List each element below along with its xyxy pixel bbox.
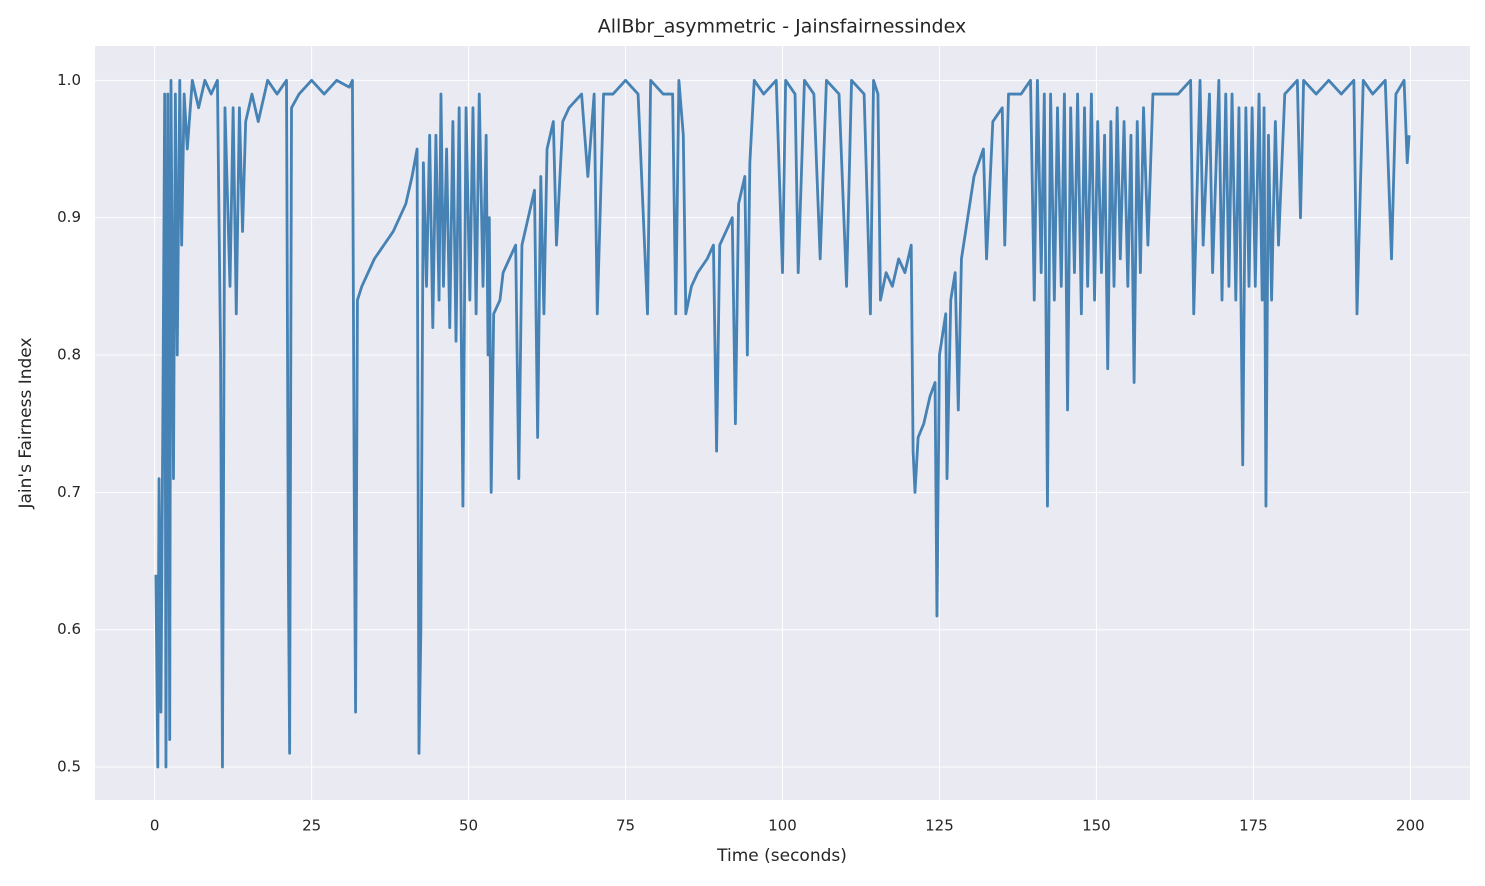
- x-tick-label: 50: [459, 817, 478, 835]
- x-tick-label: 125: [925, 817, 954, 835]
- x-tick-label: 100: [768, 817, 797, 835]
- x-tick-label: 200: [1396, 817, 1425, 835]
- x-tick-label: 150: [1082, 817, 1111, 835]
- x-tick-label: 175: [1239, 817, 1268, 835]
- y-tick-label: 0.7: [57, 483, 81, 501]
- y-tick-label: 0.9: [57, 208, 81, 226]
- x-tick-label: 75: [616, 817, 635, 835]
- data-line: [154, 78, 1411, 769]
- y-tick-label: 0.8: [57, 346, 81, 364]
- y-axis-label: Jain's Fairness Index: [16, 337, 36, 509]
- chart-title: AllBbr_asymmetric - Jainsfairnessindex: [598, 16, 966, 38]
- marks: [154, 78, 1411, 769]
- x-tick-label: 25: [302, 817, 321, 835]
- x-axis-label: Time (seconds): [716, 846, 847, 866]
- y-tick-label: 0.5: [57, 758, 81, 776]
- y-tick-label: 1.0: [57, 71, 81, 89]
- x-tick-label: 0: [150, 817, 160, 835]
- y-tick-label: 0.6: [57, 620, 81, 638]
